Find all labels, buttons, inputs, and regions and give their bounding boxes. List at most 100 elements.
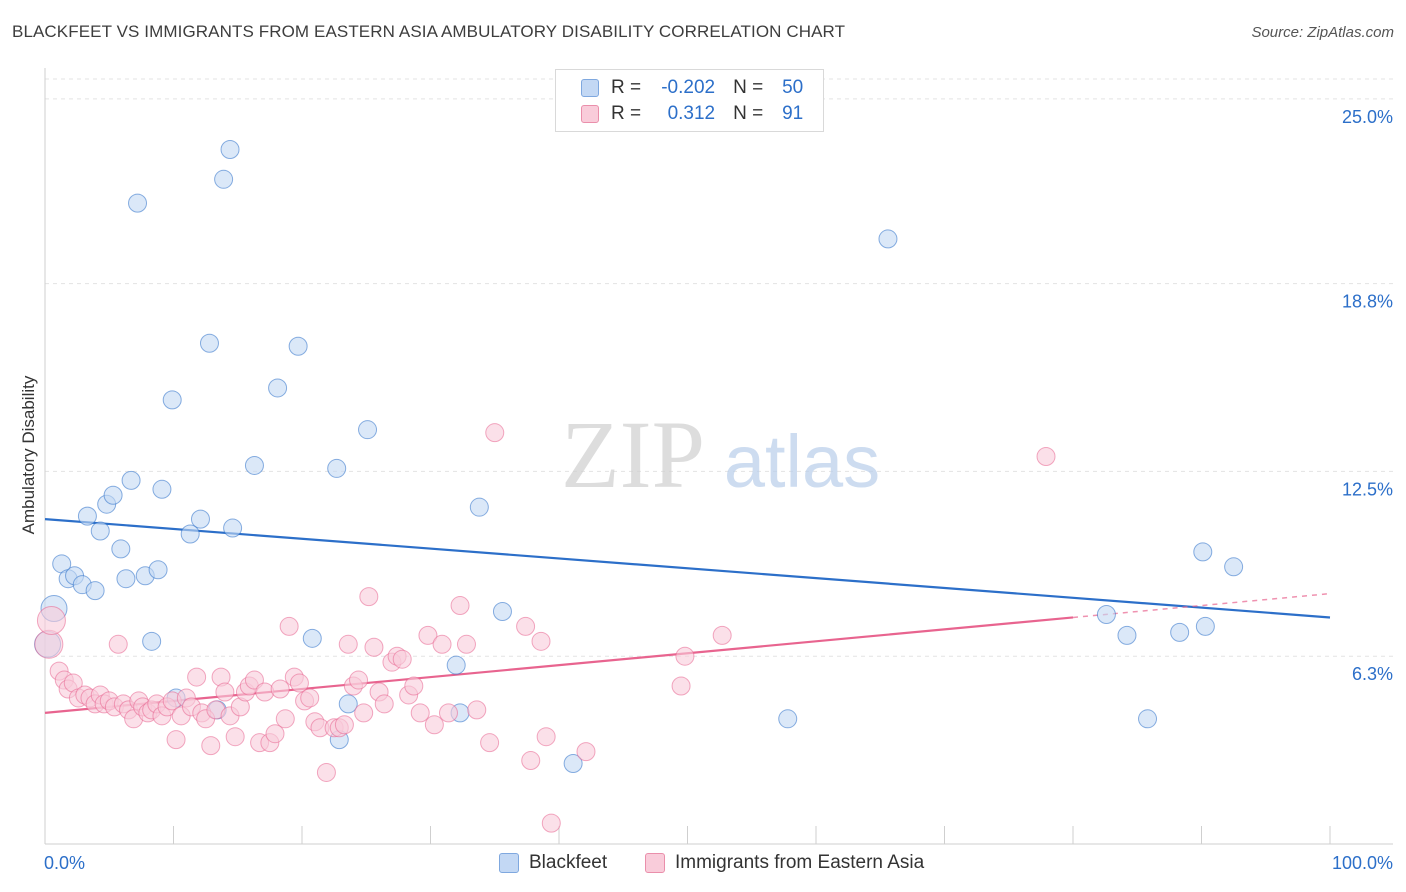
blackfeet-point xyxy=(778,709,798,729)
immigrants-point xyxy=(374,694,394,714)
source-label: Source: ZipAtlas.com xyxy=(1251,24,1394,41)
immigrants-point xyxy=(536,727,556,747)
y-tick-label: 18.8% xyxy=(1342,292,1393,312)
stats-row-blackfeet: R = -0.202 N = 50 xyxy=(556,75,803,101)
n-value: 50 xyxy=(782,77,804,98)
blackfeet-point xyxy=(128,193,148,213)
immigrants-point xyxy=(225,727,245,747)
blackfeet-point xyxy=(90,521,110,541)
blackfeet-point xyxy=(180,524,200,544)
immigrants-point xyxy=(359,587,379,607)
immigrants-point xyxy=(438,703,458,723)
legend-label-blackfeet: Blackfeet xyxy=(529,852,608,873)
immigrants-point xyxy=(404,676,424,696)
immigrants-point xyxy=(521,751,541,771)
immigrants-point xyxy=(392,649,412,669)
blackfeet-point xyxy=(148,560,168,580)
blackfeet-point xyxy=(268,378,288,398)
immigrants-point xyxy=(215,682,235,702)
immigrants-point xyxy=(300,688,320,708)
immigrants-point xyxy=(265,724,285,744)
chart-legend: Blackfeet Immigrants from Eastern Asia xyxy=(0,852,1406,876)
blackfeet-point xyxy=(190,509,210,529)
r-value: 0.312 xyxy=(667,103,716,124)
blackfeet-point xyxy=(1170,622,1190,642)
blackfeet-point xyxy=(469,497,489,517)
blackfeet-point xyxy=(327,458,347,478)
immigrants-point xyxy=(275,709,295,729)
immigrants-point xyxy=(531,631,551,651)
immigrants-point xyxy=(108,634,128,654)
y-tick-label: 25.0% xyxy=(1342,107,1393,127)
legend-item-blackfeet[interactable]: Blackfeet xyxy=(499,852,607,874)
axes xyxy=(44,68,1393,845)
immigrants-point xyxy=(349,670,369,690)
blackfeet-legend-swatch xyxy=(499,853,519,873)
r-label: R = xyxy=(611,77,642,98)
blackfeet-point xyxy=(77,506,97,526)
stats-legend-box: R = -0.202 N = 50 R = 0.312 N = 91 xyxy=(555,69,824,132)
stats-row-immigrants: R = 0.312 N = 91 xyxy=(556,101,803,127)
blackfeet-point xyxy=(563,754,583,774)
immigrants-point xyxy=(516,616,536,636)
immigrants-point xyxy=(334,715,354,735)
immigrants-point xyxy=(432,634,452,654)
immigrants-point xyxy=(201,736,221,756)
blackfeet-point xyxy=(1224,557,1244,577)
immigrants-point xyxy=(450,596,470,616)
blackfeet-point xyxy=(492,602,512,622)
blackfeet-swatch xyxy=(581,79,599,97)
blackfeet-point xyxy=(111,539,131,559)
blackfeet-point xyxy=(1193,542,1213,562)
immigrants-point xyxy=(675,646,695,666)
legend-item-immigrants[interactable]: Immigrants from Eastern Asia xyxy=(645,852,924,874)
immigrants-point xyxy=(485,423,505,443)
blackfeet-point xyxy=(223,518,243,538)
blackfeet-point xyxy=(220,139,240,159)
immigrants-point xyxy=(354,703,374,723)
n-value: 91 xyxy=(782,103,804,124)
immigrants-point xyxy=(541,813,561,833)
immigrants-point xyxy=(187,667,207,687)
immigrants-point xyxy=(418,625,438,645)
blackfeet-point xyxy=(446,655,466,675)
blackfeet-point xyxy=(244,455,264,475)
immigrants-point xyxy=(166,730,186,750)
blackfeet-trend-line xyxy=(44,518,1331,619)
chart-title: BLACKFEET VS IMMIGRANTS FROM EASTERN ASI… xyxy=(12,22,846,41)
blackfeet-point xyxy=(85,581,105,601)
blackfeet-point xyxy=(152,479,172,499)
blackfeet-point xyxy=(214,169,234,189)
immigrants-point xyxy=(255,682,275,702)
immigrants-point xyxy=(364,637,384,657)
blackfeet-point xyxy=(103,485,123,505)
immigrants-point xyxy=(316,762,336,782)
grid-lines: 6.3% 12.5% 18.8% 25.0% xyxy=(45,78,1393,684)
blackfeet-point xyxy=(358,420,378,440)
immigrants-point xyxy=(467,700,487,720)
y-axis-label: Ambulatory Disability xyxy=(19,375,38,534)
data-points xyxy=(34,139,1244,833)
immigrants-legend-swatch xyxy=(645,853,665,873)
immigrants-point xyxy=(712,625,732,645)
immigrants-point xyxy=(576,742,596,762)
immigrants-point xyxy=(671,676,691,696)
blackfeet-point xyxy=(199,333,219,353)
blackfeet-point xyxy=(878,229,898,249)
immigrants-trend-line xyxy=(44,616,1074,714)
r-label: R = xyxy=(611,103,642,124)
immigrants-point xyxy=(279,616,299,636)
blackfeet-point xyxy=(1195,616,1215,636)
immigrants-point xyxy=(480,733,500,753)
watermark-zip: ZIP xyxy=(561,401,705,508)
legend-label-immigrants: Immigrants from Eastern Asia xyxy=(675,852,925,873)
blackfeet-point xyxy=(162,390,182,410)
blackfeet-point xyxy=(116,569,136,589)
immigrants-point xyxy=(424,715,444,735)
y-tick-label: 6.3% xyxy=(1352,664,1393,684)
immigrants-point xyxy=(36,605,66,635)
watermark-atlas: atlas xyxy=(724,420,880,503)
blackfeet-point xyxy=(302,628,322,648)
immigrants-point xyxy=(289,673,309,693)
